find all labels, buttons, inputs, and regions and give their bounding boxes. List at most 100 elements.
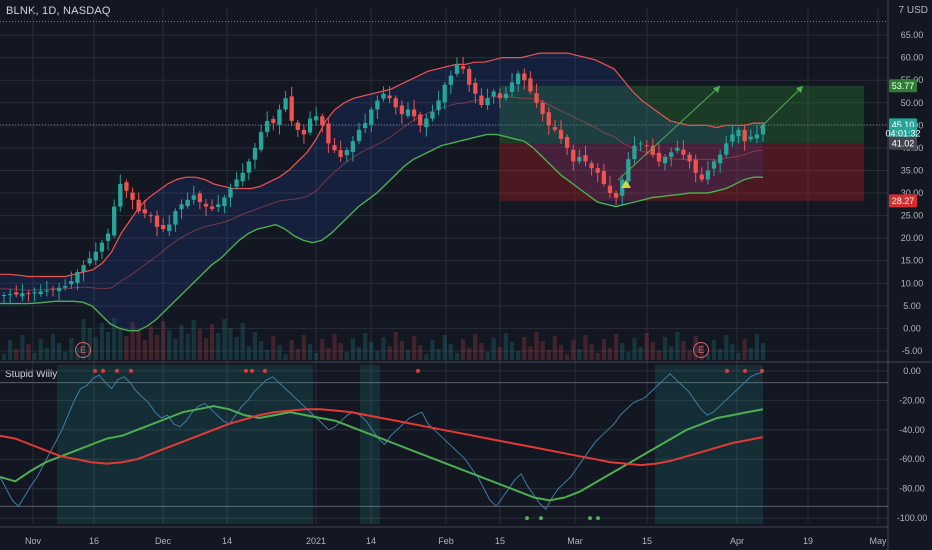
candle-body[interactable] xyxy=(675,147,680,151)
candle-body[interactable] xyxy=(479,95,484,106)
candle-body[interactable] xyxy=(387,95,392,99)
candle-body[interactable] xyxy=(173,211,178,225)
candle-body[interactable] xyxy=(534,93,539,103)
candle-body[interactable] xyxy=(607,185,613,194)
candle-body[interactable] xyxy=(167,224,172,231)
candle-body[interactable] xyxy=(99,242,105,252)
candle-body[interactable] xyxy=(38,291,43,295)
candle-body[interactable] xyxy=(528,78,533,92)
candle-body[interactable] xyxy=(191,195,196,200)
candle-body[interactable] xyxy=(454,64,460,74)
candle-body[interactable] xyxy=(748,136,753,140)
candle-body[interactable] xyxy=(424,118,429,128)
candle-body[interactable] xyxy=(136,199,141,212)
candle-body[interactable] xyxy=(644,145,649,147)
candle-body[interactable] xyxy=(601,170,606,184)
candle-body[interactable] xyxy=(222,197,227,207)
candle-body[interactable] xyxy=(240,172,245,182)
candle-body[interactable] xyxy=(289,96,294,121)
candle-body[interactable] xyxy=(760,124,766,135)
candle-body[interactable] xyxy=(509,82,515,92)
candle-body[interactable] xyxy=(209,206,215,209)
candle-body[interactable] xyxy=(632,145,637,160)
candle-body[interactable] xyxy=(234,179,239,187)
candle-body[interactable] xyxy=(32,292,37,294)
candle-body[interactable] xyxy=(154,215,160,227)
candle-body[interactable] xyxy=(197,193,203,203)
candle-body[interactable] xyxy=(736,129,741,137)
projection-arrow[interactable] xyxy=(617,85,721,181)
candle-body[interactable] xyxy=(369,109,374,125)
candle-body[interactable] xyxy=(613,193,619,198)
candle-body[interactable] xyxy=(338,150,343,157)
candle-body[interactable] xyxy=(577,156,582,162)
candle-body[interactable] xyxy=(301,129,307,135)
candle-body[interactable] xyxy=(638,143,643,145)
candle-body[interactable] xyxy=(473,82,478,94)
candle-body[interactable] xyxy=(105,233,111,241)
candle-body[interactable] xyxy=(718,154,723,164)
candle-body[interactable] xyxy=(203,203,209,207)
candle-body[interactable] xyxy=(246,161,251,173)
candle-body[interactable] xyxy=(393,98,398,108)
candle-body[interactable] xyxy=(418,114,423,126)
candle-body[interactable] xyxy=(50,288,56,290)
candle-body[interactable] xyxy=(650,145,655,155)
indicator-title[interactable]: Stupid Willy xyxy=(5,369,58,380)
candle-body[interactable] xyxy=(503,93,509,99)
candle-body[interactable] xyxy=(375,100,380,110)
candle-body[interactable] xyxy=(320,116,325,126)
candle-body[interactable] xyxy=(252,147,258,160)
candle-body[interactable] xyxy=(399,105,405,115)
candle-body[interactable] xyxy=(705,170,711,180)
candle-body[interactable] xyxy=(93,251,98,261)
candle-body[interactable] xyxy=(381,93,386,99)
candle-body[interactable] xyxy=(711,161,717,169)
candle-body[interactable] xyxy=(656,152,662,162)
candle-body[interactable] xyxy=(185,199,190,207)
candle-body[interactable] xyxy=(356,129,362,142)
candle-body[interactable] xyxy=(228,188,233,198)
candle-body[interactable] xyxy=(491,91,496,97)
candle-body[interactable] xyxy=(326,123,331,144)
candle-body[interactable] xyxy=(332,145,337,151)
candle-body[interactable] xyxy=(14,292,19,295)
candle-body[interactable] xyxy=(307,118,313,133)
candle-body[interactable] xyxy=(436,100,441,110)
candle-body[interactable] xyxy=(595,168,600,173)
candle-body[interactable] xyxy=(681,149,686,155)
candle-body[interactable] xyxy=(277,109,282,125)
candle-body[interactable] xyxy=(405,109,411,116)
candle-body[interactable] xyxy=(44,290,49,292)
projection-arrow[interactable] xyxy=(759,85,804,129)
candle-body[interactable] xyxy=(344,150,349,156)
candle-body[interactable] xyxy=(699,174,704,180)
candle-body[interactable] xyxy=(742,129,747,142)
candle-body[interactable] xyxy=(130,192,135,200)
candle-body[interactable] xyxy=(112,206,117,236)
candle-body[interactable] xyxy=(118,184,123,207)
earnings-marker[interactable] xyxy=(693,342,709,358)
candle-body[interactable] xyxy=(1,295,7,297)
candle-body[interactable] xyxy=(271,119,276,124)
candle-body[interactable] xyxy=(216,204,221,208)
candle-body[interactable] xyxy=(179,204,184,210)
candle-body[interactable] xyxy=(687,154,692,162)
candle-body[interactable] xyxy=(314,116,319,121)
candle-body[interactable] xyxy=(442,84,447,103)
candle-body[interactable] xyxy=(81,265,86,272)
candle-body[interactable] xyxy=(589,163,594,169)
candle-body[interactable] xyxy=(558,129,564,139)
candle-body[interactable] xyxy=(571,149,576,162)
candle-body[interactable] xyxy=(724,143,729,155)
candle-body[interactable] xyxy=(754,134,760,139)
candle-body[interactable] xyxy=(448,75,453,85)
candle-body[interactable] xyxy=(411,109,417,117)
candle-body[interactable] xyxy=(497,93,502,99)
candle-body[interactable] xyxy=(730,134,735,142)
candle-body[interactable] xyxy=(583,155,588,162)
candle-body[interactable] xyxy=(26,293,31,295)
candle-body[interactable] xyxy=(460,66,466,69)
candle-body[interactable] xyxy=(467,68,472,85)
candle-body[interactable] xyxy=(75,272,80,283)
